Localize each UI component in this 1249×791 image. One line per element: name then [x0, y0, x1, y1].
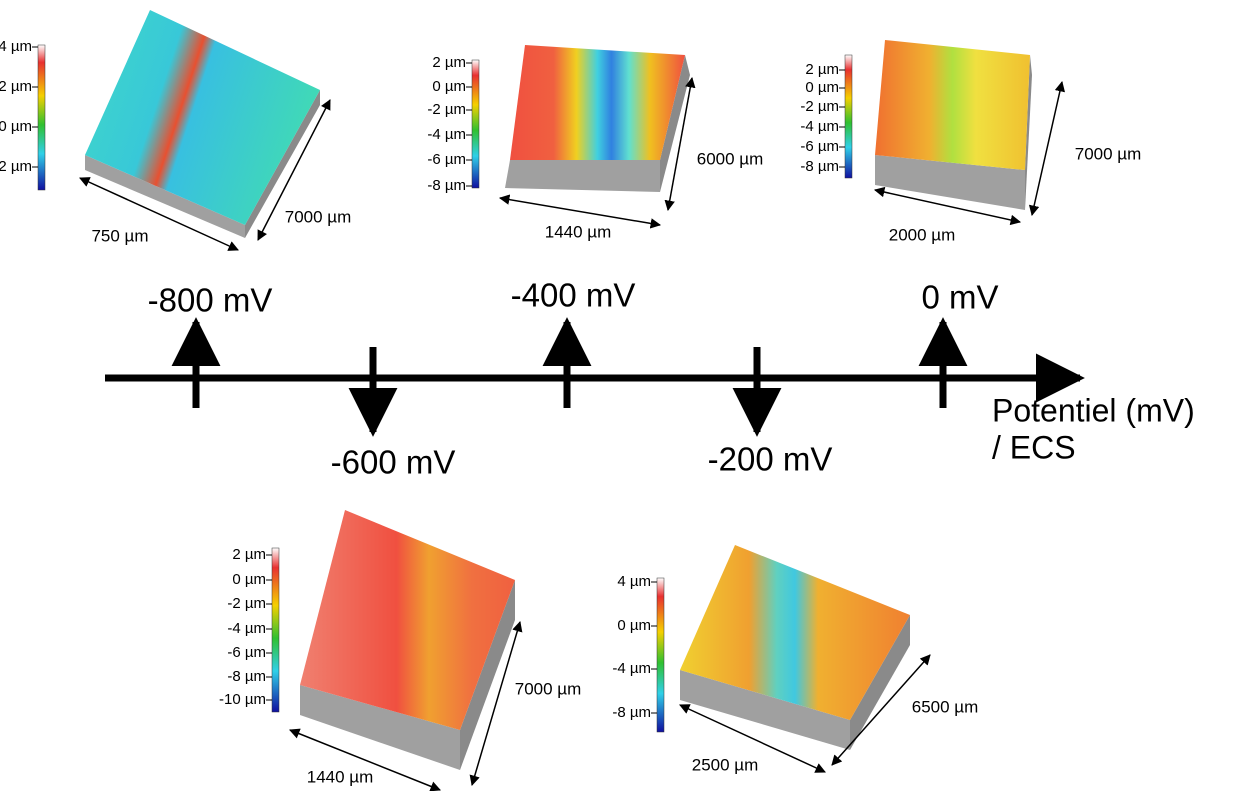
scale-label: -8 µm [800, 158, 839, 175]
width-label: 2500 µm [692, 755, 759, 774]
scale-label: -2 µm [800, 98, 839, 115]
surface-panel: -200 mV 4 µm 0 µm -4 µm -8 µm 2500 µm 6500 µm [612, 347, 978, 774]
width-label: 750 µm [91, 226, 148, 245]
scale-label: -6 µm [800, 138, 839, 155]
length-arrow [257, 99, 331, 241]
length-arrow [1028, 80, 1066, 217]
width-arrow [79, 177, 239, 251]
length-label: 7000 µm [515, 679, 582, 698]
scale-label: -8 µm [427, 177, 466, 194]
potential-label: -400 mV [511, 277, 636, 314]
width-arrow [873, 186, 1022, 226]
axis-label: / ECS [992, 429, 1076, 465]
colorbar [271, 547, 280, 713]
axis-label: Potentiel (mV) [992, 392, 1195, 428]
scale-label: -2 µm [227, 595, 266, 612]
scale-label: 0 µm [617, 617, 651, 634]
surface-front [505, 160, 660, 192]
surface-top [300, 510, 515, 730]
scale-label: 4 µm [0, 38, 32, 55]
potential-label: 0 mV [921, 279, 998, 316]
scale-label: -6 µm [227, 644, 266, 661]
scale-label: -4 µm [800, 118, 839, 135]
potential-label: -800 mV [148, 282, 273, 319]
scale-label: 0 µm [805, 79, 839, 96]
scale-label: -2 µm [0, 158, 32, 175]
length-label: 6000 µm [697, 149, 764, 168]
scale-label: 2 µm [805, 61, 839, 78]
length-arrow [831, 654, 931, 766]
length-arrow [469, 620, 523, 787]
scale-label: -8 µm [227, 668, 266, 685]
surface-panel: 0 mV 2 µm0 µm -2 µm -4 µm -6 µm -8 µm 2000 µm 7… [800, 40, 1141, 408]
width-arrow [498, 194, 662, 229]
scale-label: -10 µm [219, 691, 266, 708]
scale-label: 2 µm [232, 546, 266, 563]
scale-label: -8 µm [612, 704, 651, 721]
scale-label: -6 µm [427, 151, 466, 168]
width-label: 1440 µm [307, 767, 374, 786]
length-arrow [664, 76, 696, 212]
length-label: 7000 µm [1075, 144, 1142, 163]
length-label: 7000 µm [285, 207, 352, 226]
width-arrow [679, 704, 826, 773]
scale-label: 2 µm [432, 54, 466, 71]
surface-panel: -600 mV 2 µm 0 µm -2 µm -4 µm -6 µm -8 µm -10 µ… [219, 347, 582, 791]
potential-label: -600 mV [331, 444, 456, 481]
scale-label: 0 µm [232, 571, 266, 588]
colorbar [656, 577, 665, 733]
surface-panel: -400 mV 2 µm 0 µm -2 µm -4 µm -6 µm -8 µm 1440 … [427, 45, 763, 408]
width-label: 1440 µm [545, 222, 612, 241]
surface-top [510, 45, 685, 160]
colorbar [844, 54, 853, 179]
scale-label: -4 µm [227, 620, 266, 637]
colorbar [37, 44, 46, 191]
scale-label: -2 µm [427, 101, 466, 118]
width-arrow [289, 728, 441, 791]
potential-label: -200 mV [708, 441, 833, 478]
scale-label: 0 µm [0, 118, 32, 135]
surface-top [875, 40, 1030, 170]
surface-panel: -800 mV 4 µm 2 µm 0 µm -2 µm 750 µm 7000 µm [0, 10, 351, 408]
scale-label: 4 µm [617, 573, 651, 590]
scale-label: -4 µm [612, 660, 651, 677]
surface-top [85, 10, 320, 225]
scale-label: -4 µm [427, 126, 466, 143]
scale-label: 2 µm [0, 78, 32, 95]
width-label: 2000 µm [889, 225, 956, 244]
scale-label: 0 µm [432, 78, 466, 95]
colorbar [471, 59, 480, 189]
length-label: 6500 µm [912, 697, 979, 716]
